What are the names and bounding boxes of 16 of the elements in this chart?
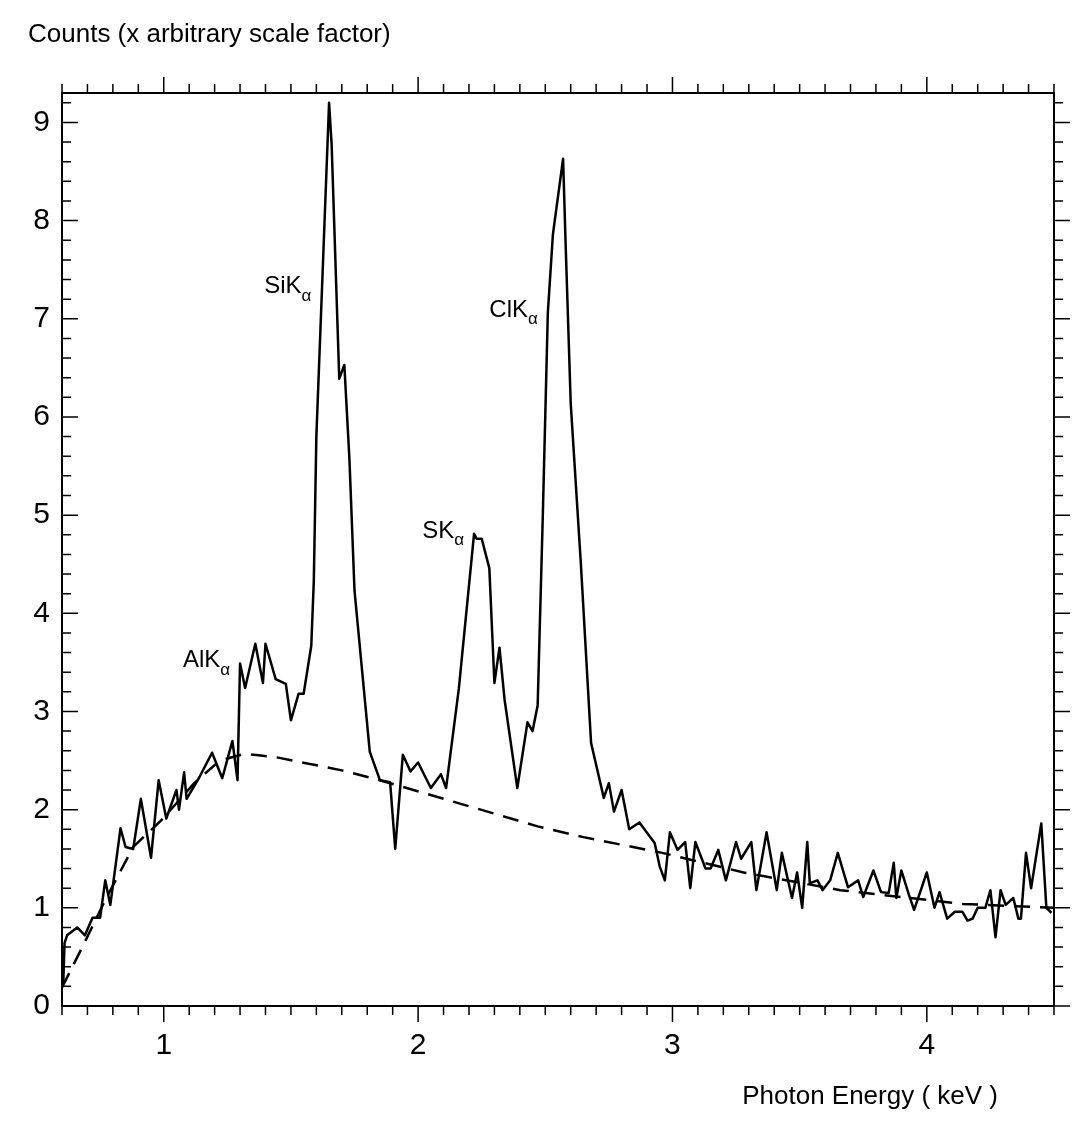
y-tick-label: 3 bbox=[33, 692, 50, 726]
x-axis-title: Photon Energy ( keV ) bbox=[742, 1080, 998, 1110]
y-tick-label: 7 bbox=[33, 300, 50, 334]
y-tick-label: 2 bbox=[33, 790, 50, 824]
y-tick-label: 1 bbox=[33, 889, 50, 923]
x-tick-label: 1 bbox=[155, 1027, 173, 1061]
x-tick-label: 4 bbox=[918, 1027, 936, 1061]
y-tick-label: 5 bbox=[33, 496, 50, 530]
x-tick-label: 3 bbox=[664, 1027, 681, 1061]
y-tick-label: 6 bbox=[33, 398, 50, 432]
y-axis-title: Counts (x arbitrary scale factor) bbox=[28, 18, 391, 48]
y-tick-label: 0 bbox=[33, 987, 50, 1021]
y-tick-label: 8 bbox=[33, 201, 50, 235]
x-tick-label: 2 bbox=[409, 1027, 427, 1061]
y-tick-label: 9 bbox=[33, 103, 50, 137]
y-tick-label: 4 bbox=[33, 594, 50, 628]
